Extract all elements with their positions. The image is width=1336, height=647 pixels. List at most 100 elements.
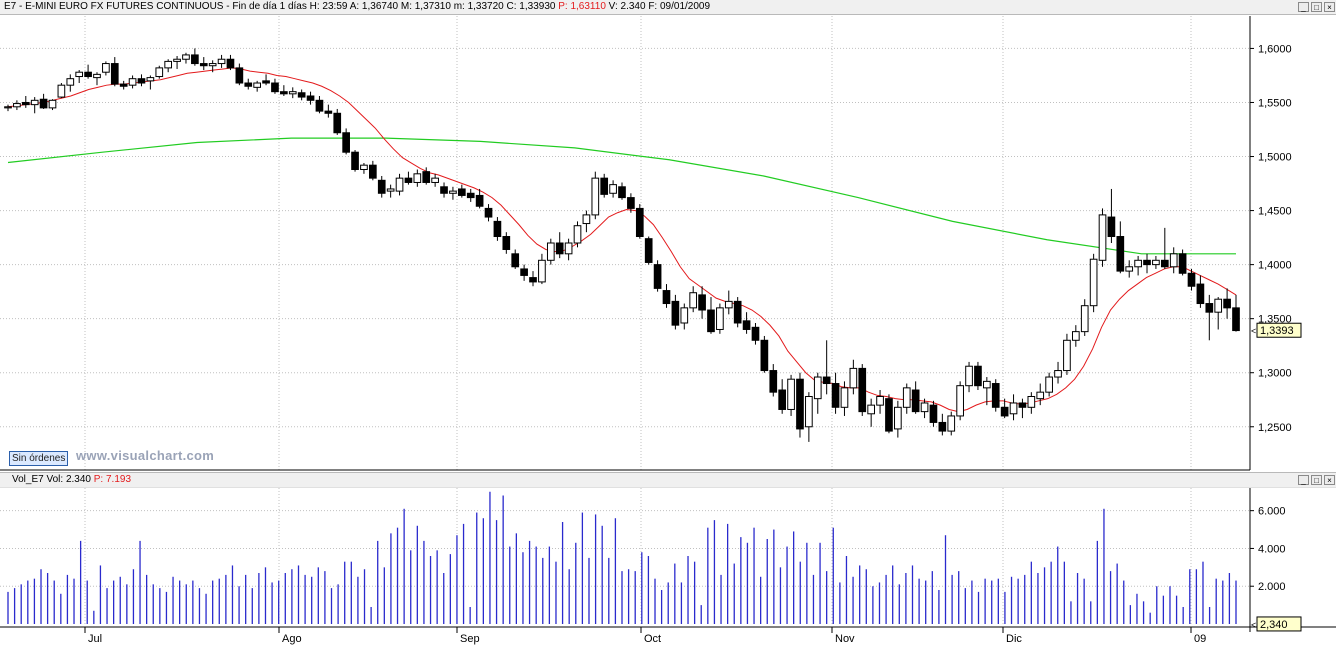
x-axis-label: Ago bbox=[282, 633, 302, 645]
candle-body bbox=[502, 236, 511, 250]
candle bbox=[680, 303, 689, 330]
candle-body bbox=[805, 395, 813, 428]
candle-body bbox=[413, 173, 422, 183]
last-volume-label-box bbox=[1256, 616, 1302, 632]
candle bbox=[760, 335, 769, 373]
sin-ordenes-button[interactable]: Sin órdenes bbox=[9, 451, 69, 466]
candle-body bbox=[57, 84, 66, 98]
candle bbox=[1098, 208, 1107, 267]
candle bbox=[742, 312, 751, 334]
candle-body bbox=[119, 83, 128, 87]
volume-chart-header: Vol_E7 Vol: 2.340 P: 7.193 _ □ × bbox=[0, 472, 1336, 488]
y-axis-label: 1,3000 bbox=[1258, 368, 1292, 380]
candle bbox=[1045, 372, 1053, 397]
candle bbox=[582, 210, 591, 233]
candle bbox=[235, 63, 244, 86]
candle-body bbox=[342, 132, 350, 153]
volume-close-icon[interactable]: × bbox=[1324, 475, 1335, 485]
candle-body bbox=[360, 164, 368, 170]
candle bbox=[457, 184, 466, 198]
candle bbox=[66, 74, 75, 92]
candle-body bbox=[787, 378, 795, 410]
candle-body bbox=[21, 101, 30, 106]
candle bbox=[796, 372, 804, 438]
ma-short-path bbox=[7, 67, 1237, 413]
m-label: M: bbox=[400, 1, 412, 12]
candle bbox=[974, 361, 982, 391]
candle-body bbox=[1196, 283, 1205, 305]
candle bbox=[217, 54, 226, 68]
vol-value: 2.340 bbox=[65, 474, 91, 485]
candle-body bbox=[66, 78, 75, 86]
candle-body bbox=[707, 309, 715, 333]
candle bbox=[164, 59, 173, 73]
candle bbox=[555, 232, 564, 259]
candle-body bbox=[39, 98, 48, 109]
candle bbox=[733, 297, 742, 328]
minimize-icon[interactable]: _ bbox=[1298, 2, 1309, 12]
x-axis-label: Nov bbox=[835, 633, 855, 645]
f-label: F: bbox=[648, 1, 658, 12]
candle bbox=[662, 284, 671, 308]
volume-maximize-icon[interactable]: □ bbox=[1311, 475, 1322, 485]
volume-minimize-icon[interactable]: _ bbox=[1298, 475, 1309, 485]
candle bbox=[867, 398, 875, 427]
candle bbox=[1089, 253, 1098, 313]
candle-body bbox=[173, 58, 181, 62]
candle bbox=[778, 379, 787, 414]
candle-body bbox=[48, 99, 57, 109]
candle-body bbox=[1009, 402, 1018, 415]
maximize-icon[interactable]: □ bbox=[1311, 2, 1322, 12]
candle-body bbox=[733, 300, 742, 324]
candle bbox=[520, 264, 528, 281]
ma-long-line bbox=[7, 137, 1236, 255]
candle bbox=[333, 108, 342, 135]
candle bbox=[75, 70, 84, 84]
last-price-label-arrow: < bbox=[1251, 326, 1256, 336]
volume-axis-label: 2.000 bbox=[1258, 581, 1286, 593]
candle-body bbox=[885, 398, 893, 432]
candle-body bbox=[75, 71, 84, 78]
candle bbox=[805, 392, 813, 442]
candle-body bbox=[1205, 303, 1214, 313]
candle bbox=[360, 163, 368, 174]
candle-body bbox=[280, 91, 288, 95]
volume-axis-label: 4.000 bbox=[1258, 543, 1286, 555]
volume-axis-label: 6.000 bbox=[1258, 506, 1286, 518]
ma-short-line bbox=[7, 67, 1237, 413]
candle-body bbox=[226, 58, 235, 69]
candle-body bbox=[618, 186, 626, 199]
candle bbox=[377, 175, 386, 198]
candle-body bbox=[680, 307, 689, 324]
candle bbox=[226, 54, 235, 71]
candle-body bbox=[920, 402, 929, 413]
candle bbox=[573, 221, 582, 248]
volume-header-info: Vol_E7 Vol: 2.340 P: 7.193 bbox=[12, 474, 131, 485]
candle-body bbox=[146, 77, 155, 82]
candle-body bbox=[520, 268, 528, 276]
volume-grid bbox=[0, 488, 1250, 624]
axis-labels: Jul Ago Sep Oct Nov Dic 09 1,6000 1,5500 1,5000 1,… bbox=[88, 43, 1302, 645]
candle bbox=[466, 188, 475, 202]
candle-body bbox=[1027, 395, 1036, 408]
candle-body bbox=[653, 264, 662, 289]
candle bbox=[698, 286, 706, 319]
candle bbox=[618, 182, 626, 200]
close-icon[interactable]: × bbox=[1324, 2, 1335, 12]
candle bbox=[724, 290, 733, 315]
candle-body bbox=[894, 406, 902, 430]
candle-body bbox=[306, 95, 315, 101]
candle bbox=[191, 48, 199, 66]
candle-body bbox=[1000, 406, 1009, 417]
candle-body bbox=[199, 63, 208, 67]
candle bbox=[902, 383, 911, 414]
candle bbox=[199, 57, 208, 71]
candle bbox=[395, 173, 404, 196]
candle bbox=[422, 167, 431, 185]
a-label: A: bbox=[349, 1, 360, 12]
p-value: 1,63110 bbox=[570, 1, 606, 12]
candle-body bbox=[529, 277, 537, 283]
candle-body bbox=[404, 177, 413, 183]
candle-body bbox=[724, 300, 733, 309]
